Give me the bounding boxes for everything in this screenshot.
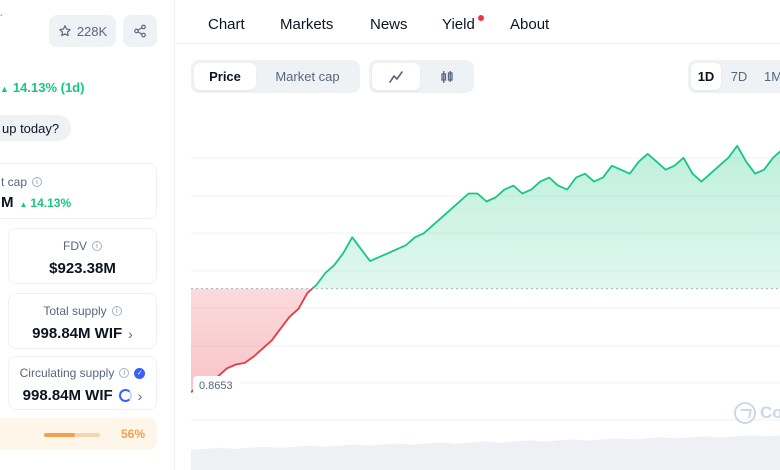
verified-check-icon: ✓ [134, 367, 146, 379]
chart-type-toggle [369, 60, 474, 93]
caret-up-icon: ▲ [19, 199, 28, 209]
tab-news[interactable]: News [370, 16, 408, 33]
total-supply-label: Total supply [43, 304, 107, 318]
chevron-right-icon: › [137, 387, 143, 404]
section-nav: Chart Markets News Yield About [176, 0, 780, 44]
info-icon[interactable]: i [32, 177, 43, 187]
supply-ring-icon [118, 389, 132, 402]
sentiment-question-text: up today? [2, 120, 60, 136]
tab-yield[interactable]: Yield [442, 16, 475, 33]
price-change-1d: ▲ 14.13% (1d) [0, 80, 84, 95]
range-1m[interactable]: 1M [763, 69, 780, 84]
chart-section: Chart Markets News Yield About Price Mar… [176, 0, 780, 470]
price-chart[interactable]: 0.8653 [191, 110, 780, 470]
chevron-right-icon: › [128, 325, 133, 342]
price-line-up [310, 144, 780, 289]
line-chart-button[interactable] [372, 63, 420, 90]
candlestick-button[interactable] [423, 63, 471, 90]
notification-dot [478, 15, 484, 21]
supply-progress-percent: 56% [120, 427, 145, 441]
baseline-price-label: 0.8653 [193, 376, 239, 396]
market-cap-value: M [1, 194, 14, 211]
watchlist-count: 228K [76, 23, 108, 39]
coinmarketcap-watermark: Co [734, 402, 780, 424]
supply-progress-bar [44, 433, 100, 437]
range-7d[interactable]: 7D [730, 69, 748, 84]
info-icon[interactable]: i [92, 241, 102, 251]
market-cap-label: t cap [1, 175, 28, 189]
circulating-supply-card[interactable]: Circulating supply i ✓ 998.84M WIF › [8, 356, 157, 410]
chart-area-up [191, 145, 780, 289]
circulating-supply-label: Circulating supply [19, 366, 115, 380]
range-toggle: 1D 7D 1M [688, 60, 780, 93]
tab-chart[interactable]: Chart [208, 16, 245, 33]
volume-area [191, 435, 780, 470]
watchlist-button[interactable]: 228K [49, 15, 116, 47]
tab-about[interactable]: About [510, 16, 550, 33]
share-icon [134, 24, 146, 38]
truncated-symbol: ´ [0, 14, 4, 25]
range-1d[interactable]: 1D [691, 63, 721, 90]
info-icon[interactable]: i [119, 368, 130, 378]
price-tab[interactable]: Price [194, 63, 256, 90]
caret-up-icon: ▲ [0, 84, 9, 94]
supply-progress-fill [44, 433, 76, 437]
star-icon [59, 25, 71, 37]
fdv-value: $923.38M [49, 260, 116, 277]
price-chart-svg [191, 144, 780, 470]
coinmarketcap-logo-icon [734, 402, 756, 424]
fdv-card: FDV i $923.38M [8, 228, 157, 284]
share-button[interactable] [123, 15, 157, 47]
total-supply-card[interactable]: Total supply i 998.84M WIF › [8, 293, 157, 349]
info-icon[interactable]: i [111, 306, 122, 316]
line-chart-icon [389, 70, 403, 83]
sentiment-question-chip[interactable]: up today? [0, 115, 72, 141]
price-change-text: 14.13% (1d) [12, 80, 85, 95]
supply-progress-row: 56% [0, 418, 157, 450]
total-supply-value: 998.84M WIF [32, 325, 123, 342]
market-cap-tab[interactable]: Market cap [275, 69, 340, 84]
market-cap-card: t cap i M ▲ 14.13% [0, 163, 157, 219]
metric-toggle: Price Market cap [191, 60, 360, 93]
market-cap-change: 14.13% [30, 195, 72, 210]
coin-stats-panel: ´ 228K ▲ 14.13% (1d) up today? t cap i M ▲ 1… [0, 0, 175, 470]
tab-markets[interactable]: Markets [280, 16, 334, 33]
fdv-label: FDV [63, 239, 87, 253]
watermark-text: Co [760, 403, 780, 422]
candlestick-icon [441, 70, 453, 83]
circulating-supply-value: 998.84M WIF [22, 387, 113, 404]
price-line-down [191, 288, 314, 393]
chart-area-down [191, 288, 313, 393]
